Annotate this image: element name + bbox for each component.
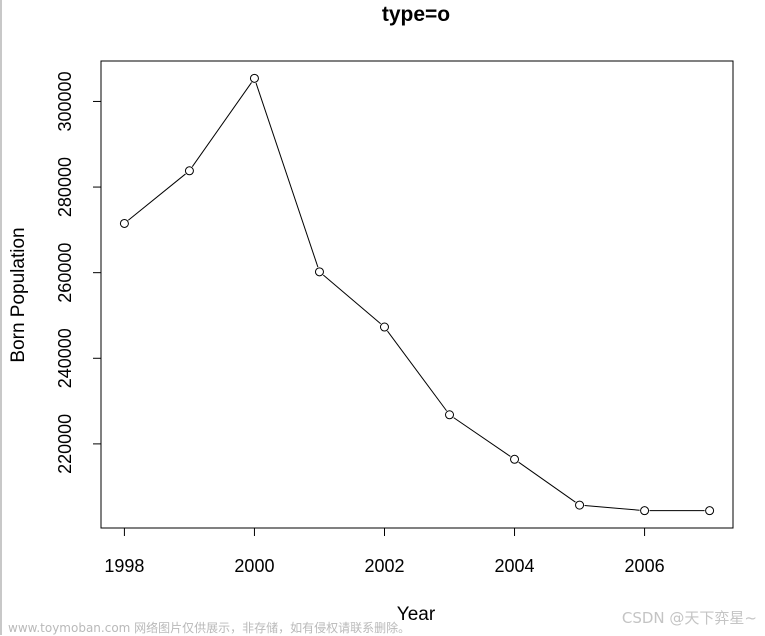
y-tick-label: 260000 xyxy=(55,243,75,303)
series-line-segment xyxy=(191,82,252,167)
x-tick-label: 2006 xyxy=(625,556,665,576)
x-tick-label: 1998 xyxy=(104,556,144,576)
series-line-segment xyxy=(127,173,186,221)
series-line-segment xyxy=(518,461,576,503)
data-point xyxy=(510,454,520,464)
x-tick-label: 2002 xyxy=(364,556,404,576)
x-tick-label: 2000 xyxy=(234,556,274,576)
data-point xyxy=(640,506,650,516)
data-point xyxy=(575,500,585,510)
chart-title: type=o xyxy=(382,3,450,26)
series-line-segment xyxy=(584,505,640,511)
data-point xyxy=(119,218,129,228)
series-layer xyxy=(119,73,715,516)
x-axis: 1998 2000 2002 2004 2006 xyxy=(104,527,665,576)
data-point xyxy=(184,166,194,176)
series-line-segment xyxy=(387,330,447,412)
x-axis-label: Year xyxy=(397,604,436,625)
data-point xyxy=(249,73,259,83)
data-point xyxy=(314,267,324,277)
series-line-segment xyxy=(453,417,511,457)
data-point xyxy=(705,506,715,516)
watermark-left: www.toymoban.com 网络图片仅供展示，非存储，如有侵权请联系删除。 xyxy=(8,621,411,635)
data-point xyxy=(445,410,455,420)
window-edge xyxy=(0,0,2,635)
y-axis-label: Born Population xyxy=(8,227,29,362)
x-tick-label: 2004 xyxy=(495,556,535,576)
plot-area xyxy=(100,60,734,529)
series-line-segment xyxy=(322,274,382,325)
series-line-segment xyxy=(255,82,319,268)
y-tick-label: 300000 xyxy=(55,71,75,131)
data-point xyxy=(379,322,389,332)
y-axis: 220000 240000 260000 280000 300000 xyxy=(55,71,102,474)
y-tick-label: 280000 xyxy=(55,157,75,217)
y-tick-label: 220000 xyxy=(55,414,75,474)
watermark-right: CSDN @天下弈星~ xyxy=(621,609,757,627)
y-tick-label: 240000 xyxy=(55,328,75,388)
